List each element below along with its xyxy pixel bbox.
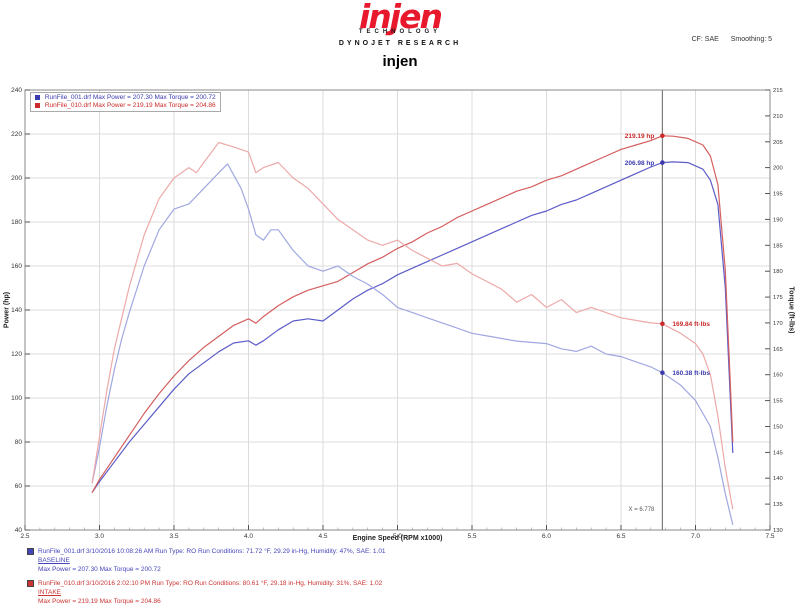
cursor-x-label: X = 6.778 bbox=[629, 507, 656, 513]
y-left-tick-label: 100 bbox=[11, 395, 22, 402]
right-axis-title: Torque (ft-lbs) bbox=[787, 286, 795, 334]
intake-torque-curve bbox=[91, 141, 734, 510]
y-left-tick-label: 220 bbox=[11, 131, 22, 138]
cursor-marker-label: 206.98 hp bbox=[625, 160, 655, 167]
run-block-baseline: RunFile_001.drf 3/10/2016 10:08:26 AM Ru… bbox=[27, 547, 787, 574]
y-right-tick-label: 160 bbox=[773, 373, 783, 379]
cursor-marker-dot bbox=[660, 160, 665, 165]
chart-title: injen bbox=[382, 53, 418, 70]
baseline-run-swatch bbox=[27, 547, 34, 555]
baseline-power-curve bbox=[91, 161, 734, 493]
y-right-tick-label: 180 bbox=[773, 269, 783, 275]
baseline-torque-curve bbox=[91, 163, 734, 525]
legend-row-intake: RunFile_010.drf Max Power = 219.19 Max T… bbox=[35, 102, 216, 110]
x-tick-label: 7.0 bbox=[691, 533, 700, 540]
x-tick-label: 2.5 bbox=[20, 533, 29, 540]
chart-legend: RunFile_001.drf Max Power = 207.30 Max T… bbox=[30, 92, 221, 112]
baseline-run-details: RunFile_001.drf 3/10/2016 10:08:26 AM Ru… bbox=[38, 548, 386, 555]
y-right-tick-label: 155 bbox=[773, 399, 783, 405]
injen-logo-subtext: TECHNOLOGY bbox=[358, 29, 442, 35]
y-right-tick-label: 210 bbox=[773, 114, 783, 120]
x-tick-label: 6.0 bbox=[542, 533, 551, 540]
y-right-tick-label: 170 bbox=[773, 321, 783, 327]
legend-row-baseline: RunFile_001.drf Max Power = 207.30 Max T… bbox=[35, 94, 216, 102]
y-right-tick-label: 130 bbox=[773, 528, 783, 534]
cursor-marker-label: 219.19 hp bbox=[625, 133, 655, 140]
x-tick-label: 4.5 bbox=[318, 533, 327, 540]
y-right-tick-label: 150 bbox=[773, 425, 783, 431]
y-right-tick-label: 165 bbox=[773, 347, 783, 353]
x-tick-label: 6.5 bbox=[616, 533, 625, 540]
y-left-tick-label: 200 bbox=[11, 175, 22, 182]
smoothing-label: Smoothing: 5 bbox=[730, 36, 772, 43]
legend-intake-text: RunFile_010.drf Max Power = 219.19 Max T… bbox=[44, 102, 216, 109]
x-tick-label: 5.0 bbox=[393, 533, 402, 540]
y-right-tick-label: 175 bbox=[773, 295, 783, 301]
cursor-marker-label: 160.38 ft-lbs bbox=[672, 370, 710, 377]
intake-run-summary: Max Power = 219.19 Max Torque = 204.86 bbox=[38, 598, 161, 605]
y-left-tick-label: 140 bbox=[11, 307, 22, 314]
intake-power-curve bbox=[91, 135, 734, 493]
y-right-tick-label: 195 bbox=[773, 192, 783, 198]
y-left-tick-label: 160 bbox=[11, 263, 22, 270]
y-right-tick-label: 215 bbox=[773, 88, 783, 94]
correction-factor-label: CF: SAE bbox=[691, 36, 719, 43]
y-left-tick-label: 120 bbox=[11, 351, 22, 358]
y-left-tick-label: 40 bbox=[15, 527, 23, 534]
y-right-tick-label: 200 bbox=[773, 166, 783, 172]
intake-run-label: INTAKE bbox=[38, 589, 61, 596]
y-right-tick-label: 145 bbox=[773, 450, 783, 456]
intake-run-details: RunFile_010.drf 3/10/2016 2:02:10 PM Run… bbox=[38, 580, 383, 587]
x-tick-label: 7.5 bbox=[765, 533, 774, 540]
run-details-line: RunFile_010.drf 3/10/2016 2:02:10 PM Run… bbox=[27, 579, 787, 588]
baseline-run-label: BASELINE bbox=[38, 557, 70, 564]
x-tick-label: 5.5 bbox=[467, 533, 476, 540]
y-left-tick-label: 80 bbox=[15, 439, 23, 446]
y-right-tick-label: 190 bbox=[773, 217, 783, 223]
dynojet-research-label: DYNOJET RESEARCH bbox=[338, 40, 462, 47]
x-axis-title: Engine Speed (RPM x1000) bbox=[352, 535, 443, 542]
correction-info: CF: SAE Smoothing: 5 bbox=[682, 36, 772, 43]
cursor-marker-dot bbox=[660, 133, 665, 139]
y-right-tick-label: 205 bbox=[773, 140, 783, 146]
y-right-tick-label: 140 bbox=[773, 476, 783, 482]
run-details-footer: RunFile_001.drf 3/10/2016 10:08:26 AM Ru… bbox=[27, 547, 787, 611]
intake-run-swatch bbox=[27, 579, 34, 587]
run-details-line: RunFile_001.drf 3/10/2016 10:08:26 AM Ru… bbox=[27, 547, 787, 556]
y-right-tick-label: 135 bbox=[773, 502, 783, 508]
injen-logo: injen bbox=[359, 0, 443, 36]
baseline-run-summary: Max Power = 207.30 Max Torque = 200.72 bbox=[38, 566, 161, 573]
cursor-marker-label: 169.84 ft-lbs bbox=[672, 321, 710, 328]
left-axis-title: Power (hp) bbox=[3, 291, 11, 329]
intake-series-swatch bbox=[35, 102, 40, 108]
baseline-series-swatch bbox=[35, 94, 40, 100]
y-right-tick-label: 185 bbox=[773, 243, 783, 249]
y-left-tick-label: 180 bbox=[11, 219, 22, 226]
x-tick-label: 3.5 bbox=[169, 533, 178, 540]
run-block-intake: RunFile_010.drf 3/10/2016 2:02:10 PM Run… bbox=[27, 579, 787, 606]
x-tick-label: 4.0 bbox=[244, 533, 253, 540]
y-left-tick-label: 240 bbox=[11, 87, 22, 94]
legend-baseline-text: RunFile_001.drf Max Power = 207.30 Max T… bbox=[44, 94, 216, 101]
report-header: injen TECHNOLOGY DYNOJET RESEARCH injen bbox=[0, 0, 800, 70]
x-tick-label: 3.0 bbox=[95, 533, 104, 540]
cursor-marker-dot bbox=[660, 321, 665, 327]
y-left-tick-label: 60 bbox=[15, 483, 23, 490]
cursor-marker-dot bbox=[660, 370, 665, 376]
